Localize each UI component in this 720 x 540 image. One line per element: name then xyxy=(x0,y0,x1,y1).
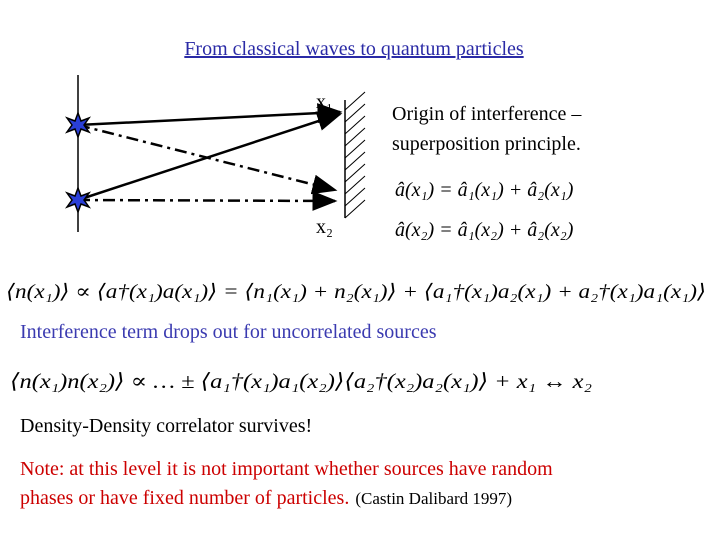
screen-hatching xyxy=(344,91,366,219)
interference-diagram: x₁ x₂ xyxy=(64,75,366,238)
ray xyxy=(77,190,338,211)
statement-line: superposition principle. xyxy=(392,133,581,155)
note-line: Interference term drops out for uncorrel… xyxy=(20,321,437,343)
equation: ⟨n(x₁)⟩ ∝ ⟨a†(x₁)a(x₁)⟩ = ⟨n₁(x₁) + n₂(x… xyxy=(6,281,706,303)
source-star xyxy=(64,185,92,215)
ray xyxy=(77,123,338,195)
note-line: Density-Density correlator survives! xyxy=(20,415,312,437)
source-star xyxy=(64,110,92,140)
slide-title: From classical waves to quantum particle… xyxy=(184,38,524,60)
equation: â(x₁) = â₁(x₁) + â₂(x₁) xyxy=(395,179,574,201)
statement-line: Origin of interference – xyxy=(392,103,582,125)
position-label: x₁ xyxy=(316,91,333,113)
position-label: x₂ xyxy=(316,216,333,238)
ray xyxy=(77,103,343,127)
citation: (Castin Dalibard 1997) xyxy=(355,489,512,508)
equation: ⟨n(x₁)n(x₂)⟩ ∝ … ± ⟨a₁†(x₁)a₁(x₂)⟩⟨a₂†(x… xyxy=(10,369,592,393)
note-line: phases or have fixed number of particles… xyxy=(20,487,349,509)
note-line: Note: at this level it is not important … xyxy=(20,458,553,480)
equation: â(x₂) = â₁(x₂) + â₂(x₂) xyxy=(395,219,574,241)
